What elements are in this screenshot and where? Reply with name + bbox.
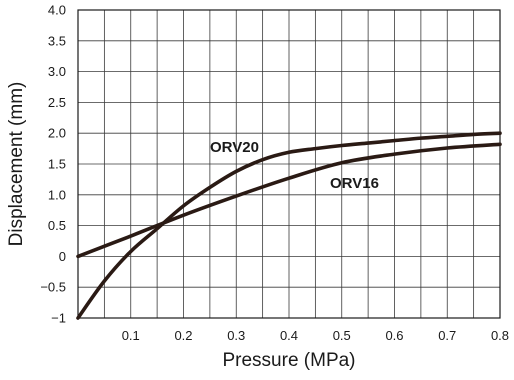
y-tick-label: 2.0 bbox=[48, 126, 66, 141]
y-axis-ticks: 4.0 3.5 3.0 2.5 2.0 1.5 1.0 0.5 0 −0.5 −1 bbox=[40, 3, 66, 326]
y-tick-label: −1 bbox=[51, 311, 66, 326]
series-line-orv16 bbox=[76, 142, 502, 259]
series-line-orv20 bbox=[76, 131, 502, 320]
x-axis-ticks: 0.1 0.2 0.3 0.4 0.5 0.6 0.7 0.8 bbox=[122, 328, 509, 343]
series-label-orv20: ORV20 bbox=[210, 139, 259, 156]
x-tick-label: 0.4 bbox=[280, 328, 298, 343]
y-tick-label: 3.5 bbox=[48, 33, 66, 48]
y-tick-label: 1.5 bbox=[48, 157, 66, 172]
y-tick-label: 4.0 bbox=[48, 3, 66, 18]
x-axis-label: Pressure (MPa) bbox=[222, 350, 355, 371]
x-tick-label: 0.6 bbox=[385, 328, 403, 343]
series-label-orv16: ORV16 bbox=[330, 175, 379, 192]
x-tick-label: 0.8 bbox=[491, 328, 509, 343]
plot-frame bbox=[77, 9, 501, 319]
y-tick-label: 3.0 bbox=[48, 64, 66, 79]
y-tick-label: 2.5 bbox=[48, 95, 66, 110]
x-tick-label: 0.3 bbox=[227, 328, 245, 343]
x-tick-label: 0.2 bbox=[174, 328, 192, 343]
y-tick-label: 0.5 bbox=[48, 218, 66, 233]
y-tick-label: −0.5 bbox=[40, 280, 66, 295]
y-tick-label: 1.0 bbox=[48, 187, 66, 202]
grid bbox=[78, 10, 500, 318]
y-tick-label: 0 bbox=[59, 249, 66, 264]
series-lines bbox=[76, 131, 502, 320]
x-tick-label: 0.7 bbox=[438, 328, 456, 343]
y-axis-label: Displacement (mm) bbox=[6, 82, 27, 247]
x-tick-label: 0.5 bbox=[333, 328, 351, 343]
x-tick-label: 0.1 bbox=[122, 328, 140, 343]
